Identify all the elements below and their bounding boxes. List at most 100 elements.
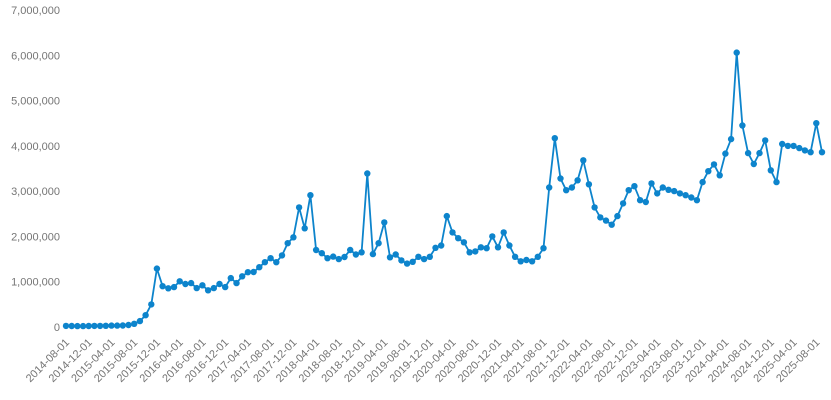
data-point[interactable] [79,322,87,330]
data-point[interactable] [278,252,286,259]
data-point[interactable] [648,180,655,187]
data-point[interactable] [108,322,115,329]
data-point[interactable] [318,250,325,257]
data-point[interactable] [631,183,638,190]
data-point[interactable] [716,172,723,179]
data-point[interactable] [415,253,422,260]
data-point[interactable] [568,184,576,191]
data-point[interactable] [159,283,166,290]
data-point[interactable] [250,268,257,276]
data-point[interactable] [193,284,200,292]
data-point[interactable] [546,184,553,191]
data-point[interactable] [585,181,593,188]
data-point[interactable] [244,269,252,276]
data-point[interactable] [614,212,621,220]
data-point[interactable] [438,242,445,249]
data-point[interactable] [591,204,598,211]
data-point[interactable] [170,283,178,291]
data-point[interactable] [449,229,456,236]
data-point[interactable] [381,219,388,226]
data-point[interactable] [432,244,439,251]
data-point[interactable] [534,253,541,260]
data-point[interactable] [636,197,644,204]
data-point[interactable] [324,255,331,262]
data-point[interactable] [784,142,792,150]
data-point[interactable] [813,120,820,127]
data-point[interactable] [301,225,308,232]
data-point[interactable] [767,167,774,174]
data-point[interactable] [818,149,826,156]
data-point[interactable] [807,149,814,156]
data-point[interactable] [671,187,678,195]
data-point[interactable] [148,301,155,308]
data-point[interactable] [693,197,701,204]
data-point[interactable] [375,240,382,247]
data-point[interactable] [239,273,246,280]
data-point[interactable] [665,186,672,193]
data-point[interactable] [256,264,263,271]
data-point[interactable] [699,178,706,186]
data-point[interactable] [790,142,797,150]
data-point[interactable] [227,274,234,282]
data-point[interactable] [494,244,502,251]
data-point[interactable] [654,190,661,197]
data-point[interactable] [625,187,632,194]
data-point[interactable] [756,149,763,157]
data-point[interactable] [472,248,479,255]
data-point[interactable] [142,312,149,319]
data-point[interactable] [187,279,195,287]
data-point[interactable] [420,255,428,263]
data-point[interactable] [750,160,757,168]
data-point[interactable] [727,135,735,143]
data-point[interactable] [341,253,348,261]
data-point[interactable] [744,149,752,157]
data-point[interactable] [557,175,564,182]
data-point[interactable] [608,221,615,228]
data-point[interactable] [801,147,809,154]
data-point[interactable] [688,194,695,201]
data-point[interactable] [511,253,519,260]
data-point[interactable] [733,49,740,56]
data-point[interactable] [460,239,468,246]
data-point[interactable] [528,258,536,265]
data-point[interactable] [500,229,507,236]
data-point[interactable] [398,257,405,264]
data-point[interactable] [182,280,189,288]
data-point[interactable] [659,184,666,191]
data-point[interactable] [330,253,337,260]
data-point[interactable] [125,321,132,329]
data-point[interactable] [563,187,570,194]
data-point[interactable] [273,259,280,266]
data-point[interactable] [517,258,524,265]
data-point[interactable] [199,282,206,289]
data-point[interactable] [153,265,161,272]
data-point[interactable] [602,217,610,224]
data-point[interactable] [574,177,581,184]
data-point[interactable] [762,137,769,144]
data-point[interactable] [710,161,718,168]
data-point[interactable] [642,198,649,206]
data-point[interactable] [91,322,98,330]
data-point[interactable] [96,322,104,330]
data-point[interactable] [540,245,547,252]
data-point[interactable] [62,322,70,330]
data-point[interactable] [682,192,689,199]
data-point[interactable] [597,214,604,221]
data-point[interactable] [506,242,513,249]
data-point[interactable] [352,251,360,258]
data-point[interactable] [284,240,291,247]
data-point[interactable] [483,245,490,252]
data-point[interactable] [136,317,144,325]
data-point[interactable] [68,322,75,330]
data-point[interactable] [403,260,411,267]
data-point[interactable] [676,190,684,197]
data-point[interactable] [119,322,127,329]
data-point[interactable] [364,170,371,177]
data-point[interactable] [114,322,121,329]
data-point[interactable] [204,287,212,294]
data-point[interactable] [580,157,587,164]
data-point[interactable] [705,168,712,175]
data-point[interactable] [176,278,183,285]
data-point[interactable] [358,249,365,256]
data-point[interactable] [796,144,803,152]
